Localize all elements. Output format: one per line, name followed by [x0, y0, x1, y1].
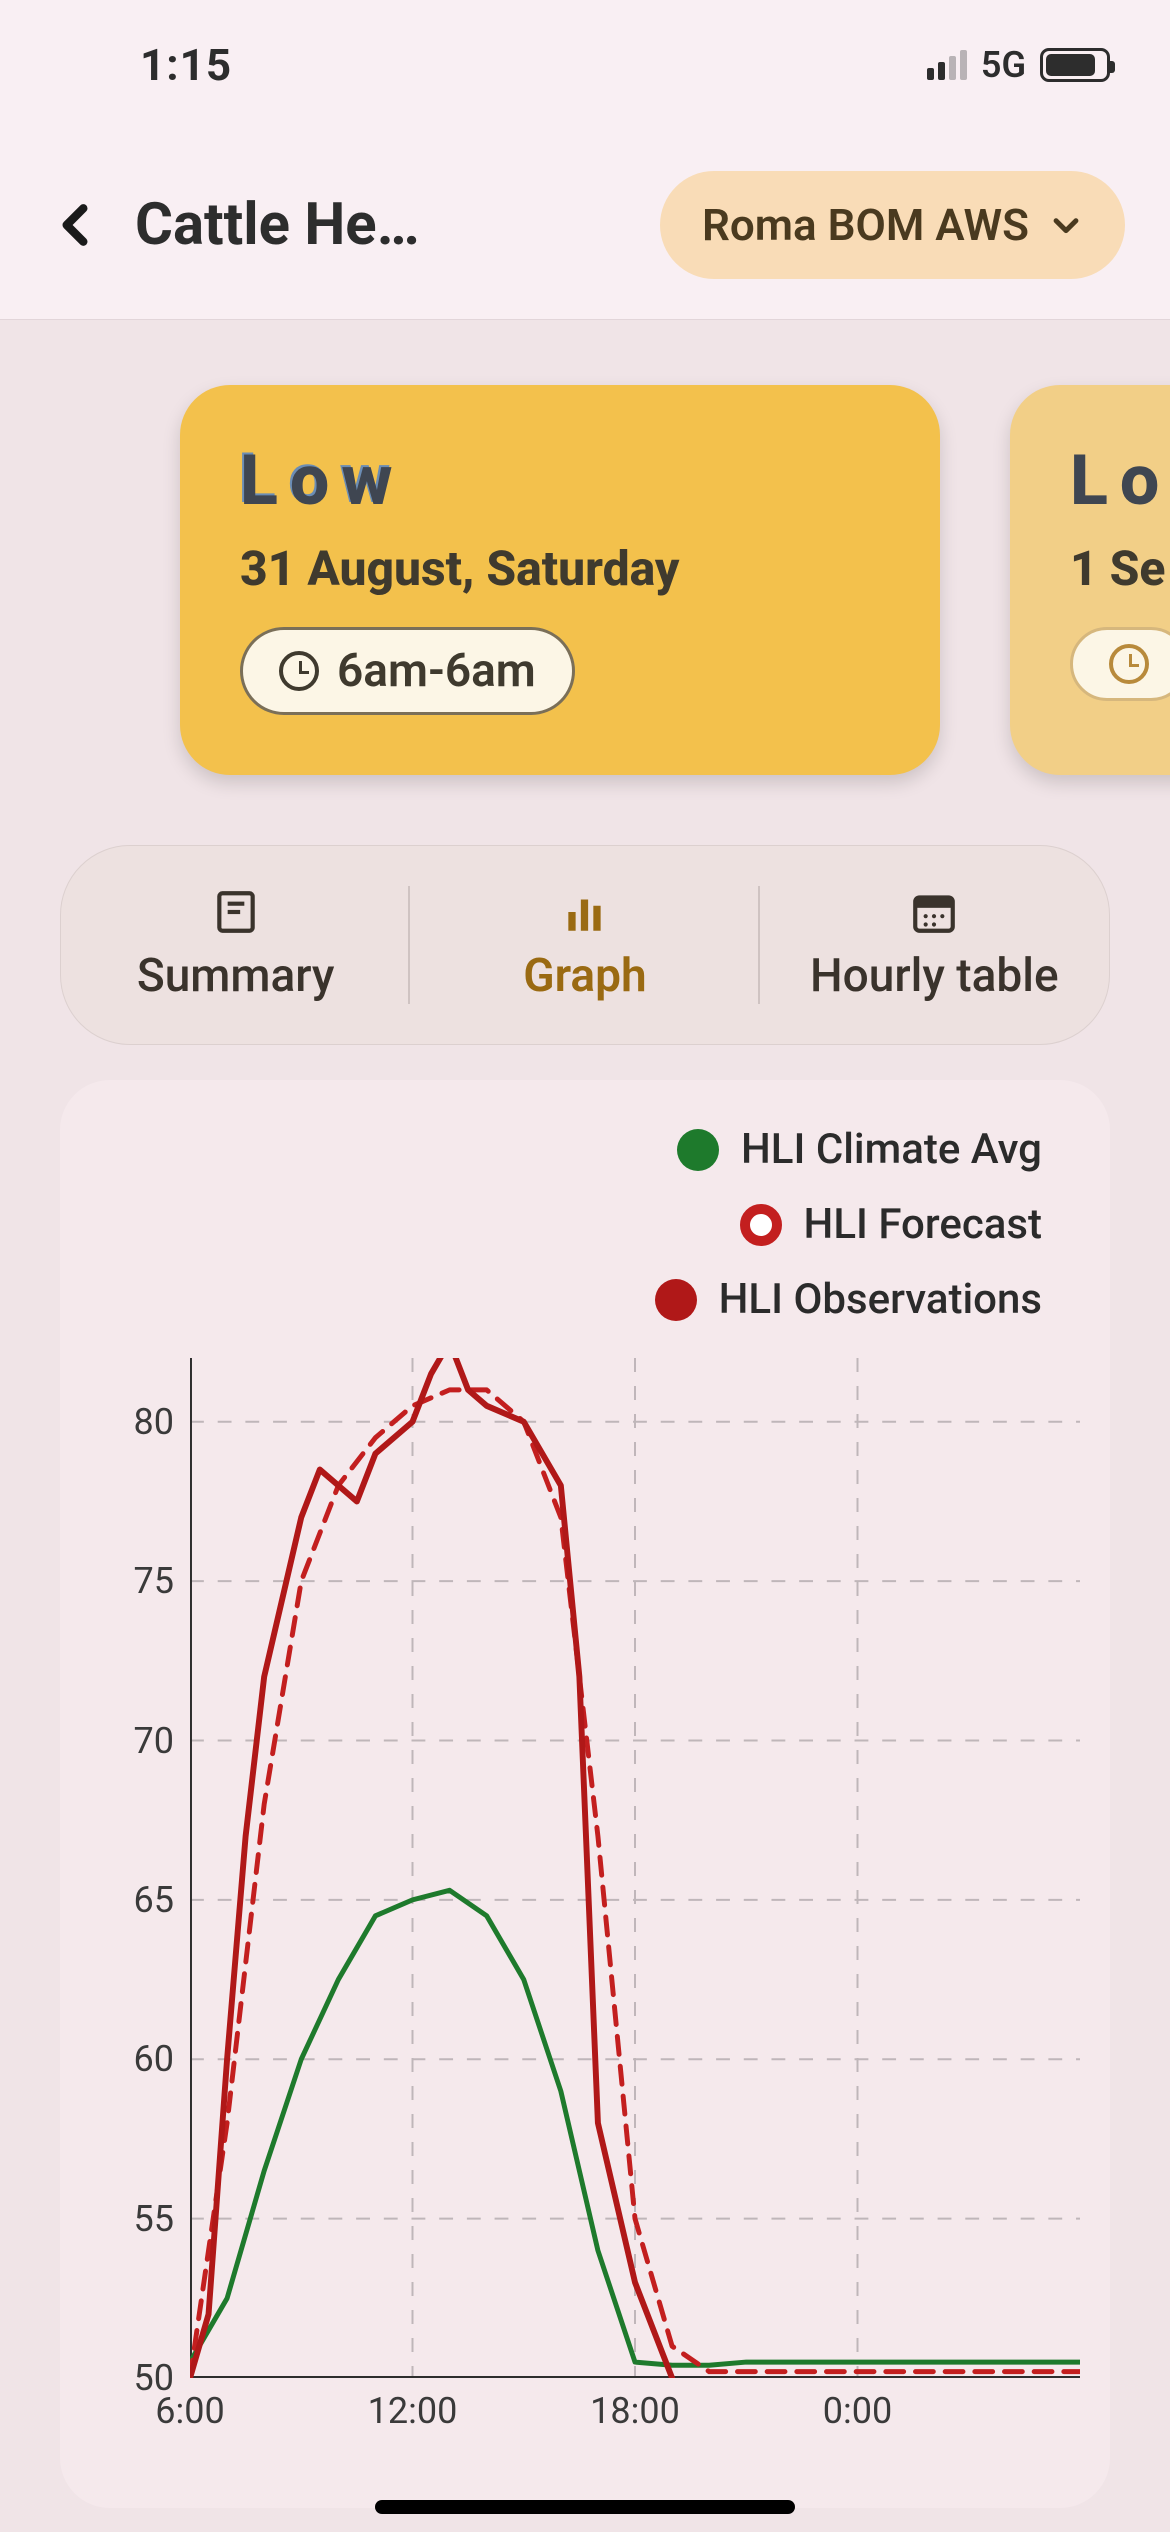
y-tick-label: 80	[134, 1401, 174, 1443]
legend-item-climate: HLI Climate Avg	[677, 1125, 1042, 1174]
day-card[interactable]: Low 31 August, Saturday 6am-6am	[180, 385, 940, 775]
time-range-pill	[1070, 627, 1170, 701]
y-tick-label: 75	[134, 1560, 174, 1602]
battery-icon	[1040, 48, 1110, 82]
legend-dot-icon	[677, 1129, 719, 1171]
tab-label: Summary	[137, 949, 335, 1003]
legend-label: HLI Observations	[719, 1275, 1042, 1324]
x-tick-label: 6:00	[155, 2390, 224, 2432]
y-axis-labels: 50556065707580	[90, 1358, 190, 2378]
tab-summary[interactable]: Summary	[61, 846, 410, 1044]
legend-label: HLI Forecast	[804, 1200, 1042, 1249]
page-title: Cattle He…	[135, 191, 630, 259]
page-header: Cattle He… Roma BOM AWS	[0, 130, 1170, 320]
status-time: 1:15	[140, 39, 232, 91]
status-right: 5G	[927, 44, 1110, 86]
location-label: Roma BOM AWS	[702, 199, 1029, 251]
tab-graph[interactable]: Graph	[410, 846, 759, 1044]
status-bar: 1:15 5G	[0, 0, 1170, 130]
home-indicator	[375, 2500, 795, 2514]
clock-icon	[279, 651, 319, 691]
chevron-left-icon	[50, 200, 100, 250]
card-date: 1 Se	[1070, 540, 1170, 597]
chart-legend: HLI Climate Avg HLI Forecast HLI Observa…	[90, 1115, 1080, 1358]
y-tick-label: 65	[134, 1879, 174, 1921]
y-tick-label: 70	[134, 1720, 174, 1762]
time-range-pill: 6am-6am	[240, 627, 575, 715]
time-range-text: 6am-6am	[337, 644, 536, 698]
signal-icon	[927, 50, 967, 80]
x-axis-labels: 6:0012:0018:000:00	[190, 2378, 1080, 2448]
legend-ring-icon	[740, 1204, 782, 1246]
x-tick-label: 12:00	[368, 2390, 458, 2432]
calendar-icon	[909, 887, 959, 937]
day-card[interactable]: Lo 1 Se	[1010, 385, 1170, 775]
view-tabs: Summary Graph Hourly table	[60, 845, 1110, 1045]
tab-hourly-table[interactable]: Hourly table	[760, 846, 1109, 1044]
network-label: 5G	[981, 44, 1026, 86]
back-button[interactable]	[45, 195, 105, 255]
legend-label: HLI Climate Avg	[741, 1125, 1042, 1174]
y-tick-label: 55	[134, 2198, 174, 2240]
location-selector[interactable]: Roma BOM AWS	[660, 171, 1125, 279]
document-icon	[211, 887, 261, 937]
chart-card: HLI Climate Avg HLI Forecast HLI Observa…	[60, 1080, 1110, 2508]
chevron-down-icon	[1049, 208, 1083, 242]
card-level: Lo	[1070, 440, 1170, 522]
card-date: 31 August, Saturday	[240, 540, 880, 597]
y-tick-label: 60	[134, 2038, 174, 2080]
card-level: Low	[240, 440, 880, 522]
tab-label: Hourly table	[810, 949, 1059, 1003]
day-cards-row[interactable]: Low 31 August, Saturday 6am-6am Lo 1 Se	[0, 320, 1170, 825]
chart-plot: 50556065707580 6:0012:0018:000:00	[90, 1358, 1080, 2448]
x-tick-label: 18:00	[590, 2390, 680, 2432]
legend-dot-icon	[655, 1279, 697, 1321]
clock-icon	[1109, 644, 1149, 684]
tab-label: Graph	[523, 949, 646, 1003]
x-tick-label: 0:00	[823, 2390, 892, 2432]
legend-item-forecast: HLI Forecast	[740, 1200, 1042, 1249]
bar-chart-icon	[560, 887, 610, 937]
plot-area	[190, 1358, 1080, 2378]
legend-item-observations: HLI Observations	[655, 1275, 1042, 1324]
